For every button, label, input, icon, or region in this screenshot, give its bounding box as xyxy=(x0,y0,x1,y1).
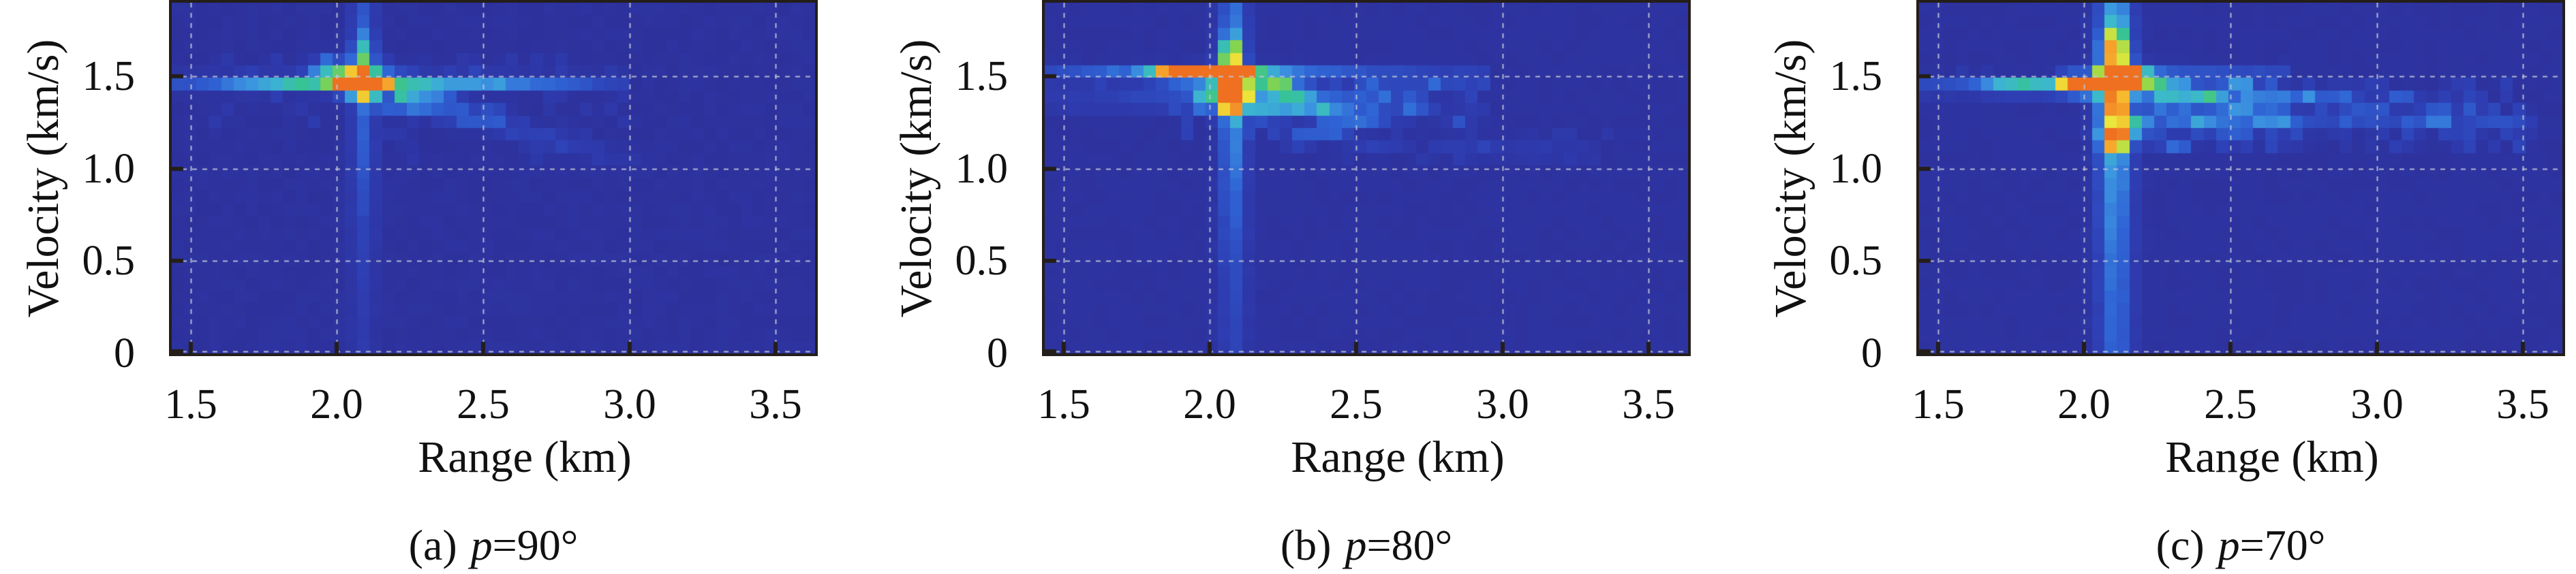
heatmap-canvas xyxy=(1045,3,1688,353)
x-tick-label-2.0: 2.0 xyxy=(1183,381,1236,428)
y-tick-label-1.0: 1.0 xyxy=(82,146,136,192)
x-tick-label-1.5: 1.5 xyxy=(1912,381,1965,428)
x-axis-label: Range (km) xyxy=(418,432,632,482)
x-tick-label-2.0: 2.0 xyxy=(310,381,363,428)
panel-caption: (a) p=90° xyxy=(289,520,698,571)
caption-index: (c) xyxy=(2156,521,2205,569)
y-tick-label-0: 0 xyxy=(114,330,135,377)
x-tick-label-2.5: 2.5 xyxy=(1330,381,1383,428)
y-tick-label-0.5: 0.5 xyxy=(1829,238,1883,284)
heatmap-panel: Velocity (km/s) 0 0.5 1.0 1.5 1.5 2.0 2.… xyxy=(18,0,1028,574)
panel-caption: (b) p=80° xyxy=(1162,520,1571,571)
x-tick-label-1.5: 1.5 xyxy=(164,381,217,428)
heatmap-canvas xyxy=(1919,3,2562,353)
x-axis-label: Range (km) xyxy=(1291,432,1505,482)
y-tick-label-0.5: 0.5 xyxy=(955,238,1009,284)
x-tick-label-3.5: 3.5 xyxy=(1622,381,1675,428)
caption-index: (b) xyxy=(1280,521,1332,569)
heatmap-panel: Velocity (km/s) 0 0.5 1.0 1.5 1.5 2.0 2.… xyxy=(891,0,1901,574)
x-tick-label-1.5: 1.5 xyxy=(1037,381,1090,428)
x-tick-label-2.0: 2.0 xyxy=(2057,381,2111,428)
y-tick-label-1.5: 1.5 xyxy=(1829,53,1883,99)
x-tick-label-3.0: 3.0 xyxy=(603,381,656,428)
y-tick-label-0.5: 0.5 xyxy=(82,238,136,284)
caption-variable: p xyxy=(2218,521,2240,569)
x-tick-label-2.5: 2.5 xyxy=(457,381,510,428)
caption-value: =80° xyxy=(1366,521,1453,569)
x-tick-label-3.5: 3.5 xyxy=(2496,381,2549,428)
x-axis-label: Range (km) xyxy=(2165,432,2379,482)
y-tick-label-1.0: 1.0 xyxy=(1829,146,1883,192)
y-tick-label-0: 0 xyxy=(1861,330,1882,377)
x-tick-label-3.5: 3.5 xyxy=(749,381,802,428)
y-tick-label-1.5: 1.5 xyxy=(82,53,136,99)
plot-area xyxy=(1042,0,1691,356)
y-tick-label-1.5: 1.5 xyxy=(955,53,1009,99)
caption-variable: p xyxy=(1345,521,1367,569)
panel-caption: (c) p=70° xyxy=(2036,520,2445,571)
y-tick-label-1.0: 1.0 xyxy=(955,146,1009,192)
caption-value: =70° xyxy=(2239,521,2326,569)
x-tick-label-2.5: 2.5 xyxy=(2204,381,2257,428)
x-tick-label-3.0: 3.0 xyxy=(2350,381,2404,428)
caption-index: (a) xyxy=(408,521,457,569)
plot-area xyxy=(1916,0,2565,356)
y-tick-label-0: 0 xyxy=(987,330,1008,377)
plot-area xyxy=(169,0,818,356)
caption-value: =90° xyxy=(492,521,579,569)
heatmap-panel: Velocity (km/s) 0 0.5 1.0 1.5 1.5 2.0 2.… xyxy=(1766,0,2576,574)
caption-variable: p xyxy=(470,521,493,569)
x-tick-label-3.0: 3.0 xyxy=(1476,381,1529,428)
heatmap-canvas xyxy=(172,3,815,353)
